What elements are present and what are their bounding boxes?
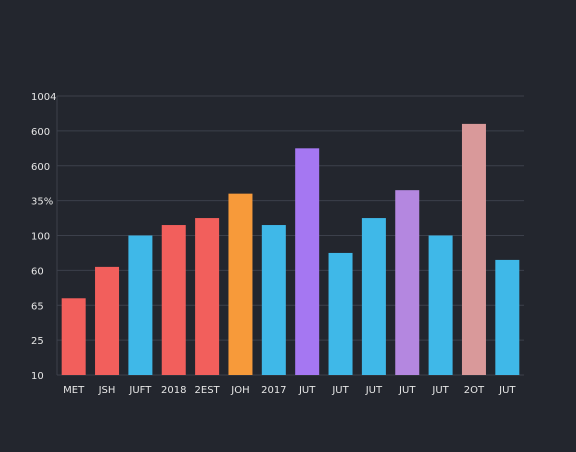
y-tick-label: 65 (31, 301, 44, 312)
bar (361, 218, 386, 375)
x-tick-label: JUT (431, 385, 449, 396)
grid-lines (56, 95, 524, 376)
bars (61, 123, 520, 376)
y-tick-label: 35% (31, 197, 53, 208)
x-tick-label: JUT (365, 385, 383, 396)
x-tick-label: JUFT (128, 385, 152, 396)
x-tick-label: 2EST (195, 385, 221, 396)
bar (395, 190, 420, 375)
y-tick-label: 10 (31, 371, 44, 382)
bar (195, 218, 220, 375)
bar (328, 252, 353, 375)
bar (261, 225, 286, 375)
x-tick-label: JSH (98, 385, 116, 396)
x-tick-label: JUT (298, 385, 316, 396)
x-tick-label: JOH (230, 385, 249, 396)
y-tick-label: 1004 (31, 92, 56, 103)
bar (128, 235, 153, 375)
x-axis-ticks: MET JSH JUFT 2018 2EST JOH 2017 JUT JUT JUT JUT JUT… (63, 385, 516, 396)
bar (61, 298, 86, 375)
bar (428, 235, 453, 375)
x-tick-label: 2OT (464, 385, 485, 396)
x-tick-label: JUT (398, 385, 416, 396)
y-tick-label: 600 (31, 162, 50, 173)
bar (495, 259, 520, 375)
bar (461, 123, 486, 376)
bar (228, 193, 253, 375)
y-tick-label: 60 (31, 266, 44, 277)
x-tick-label: JUT (331, 385, 349, 396)
bar (161, 225, 186, 375)
x-tick-label: 2017 (261, 385, 286, 396)
x-tick-label: 2018 (161, 385, 186, 396)
x-tick-label: MET (63, 385, 85, 396)
y-tick-label: 25 (31, 336, 44, 347)
x-tick-label: JUT (498, 385, 516, 396)
y-tick-label: 100 (31, 232, 50, 243)
y-axis-ticks: 10 25 65 60 100 35% 600 600 1004 (31, 92, 56, 382)
bar (295, 148, 320, 375)
y-tick-label: 600 (31, 127, 50, 138)
bar (95, 266, 120, 375)
